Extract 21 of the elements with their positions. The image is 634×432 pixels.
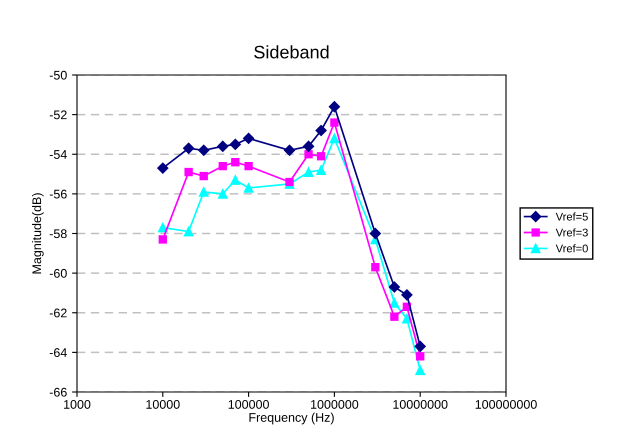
- legend-label: Vref=0: [556, 244, 588, 252]
- x-tick-label: 1000: [64, 400, 90, 409]
- y-tick-label: -64: [50, 348, 67, 358]
- chart-title: Sideband: [254, 45, 328, 59]
- y-tick-label: -52: [50, 110, 67, 120]
- legend-label: Vref=3: [556, 228, 588, 236]
- y-axis-title: Magnitude(dB): [32, 193, 44, 274]
- y-tick-label: -66: [50, 388, 67, 397]
- legend-label: Vref=5: [556, 212, 588, 221]
- y-tick-label: -58: [50, 229, 67, 238]
- x-tick-label: 1000000: [311, 400, 358, 409]
- x-tick-label: 100000: [228, 400, 269, 409]
- y-tick-label: -62: [50, 308, 67, 318]
- x-axis-title: Frequency (Hz): [249, 412, 334, 424]
- y-tick-label: -56: [50, 190, 67, 199]
- y-tick-label: -50: [50, 70, 67, 80]
- y-tick-label: -54: [50, 150, 67, 159]
- y-tick-label: -60: [50, 268, 67, 278]
- x-tick-label: 10000: [146, 400, 180, 409]
- x-tick-label: 10000000: [393, 400, 448, 409]
- x-tick-label: 100000000: [476, 400, 537, 409]
